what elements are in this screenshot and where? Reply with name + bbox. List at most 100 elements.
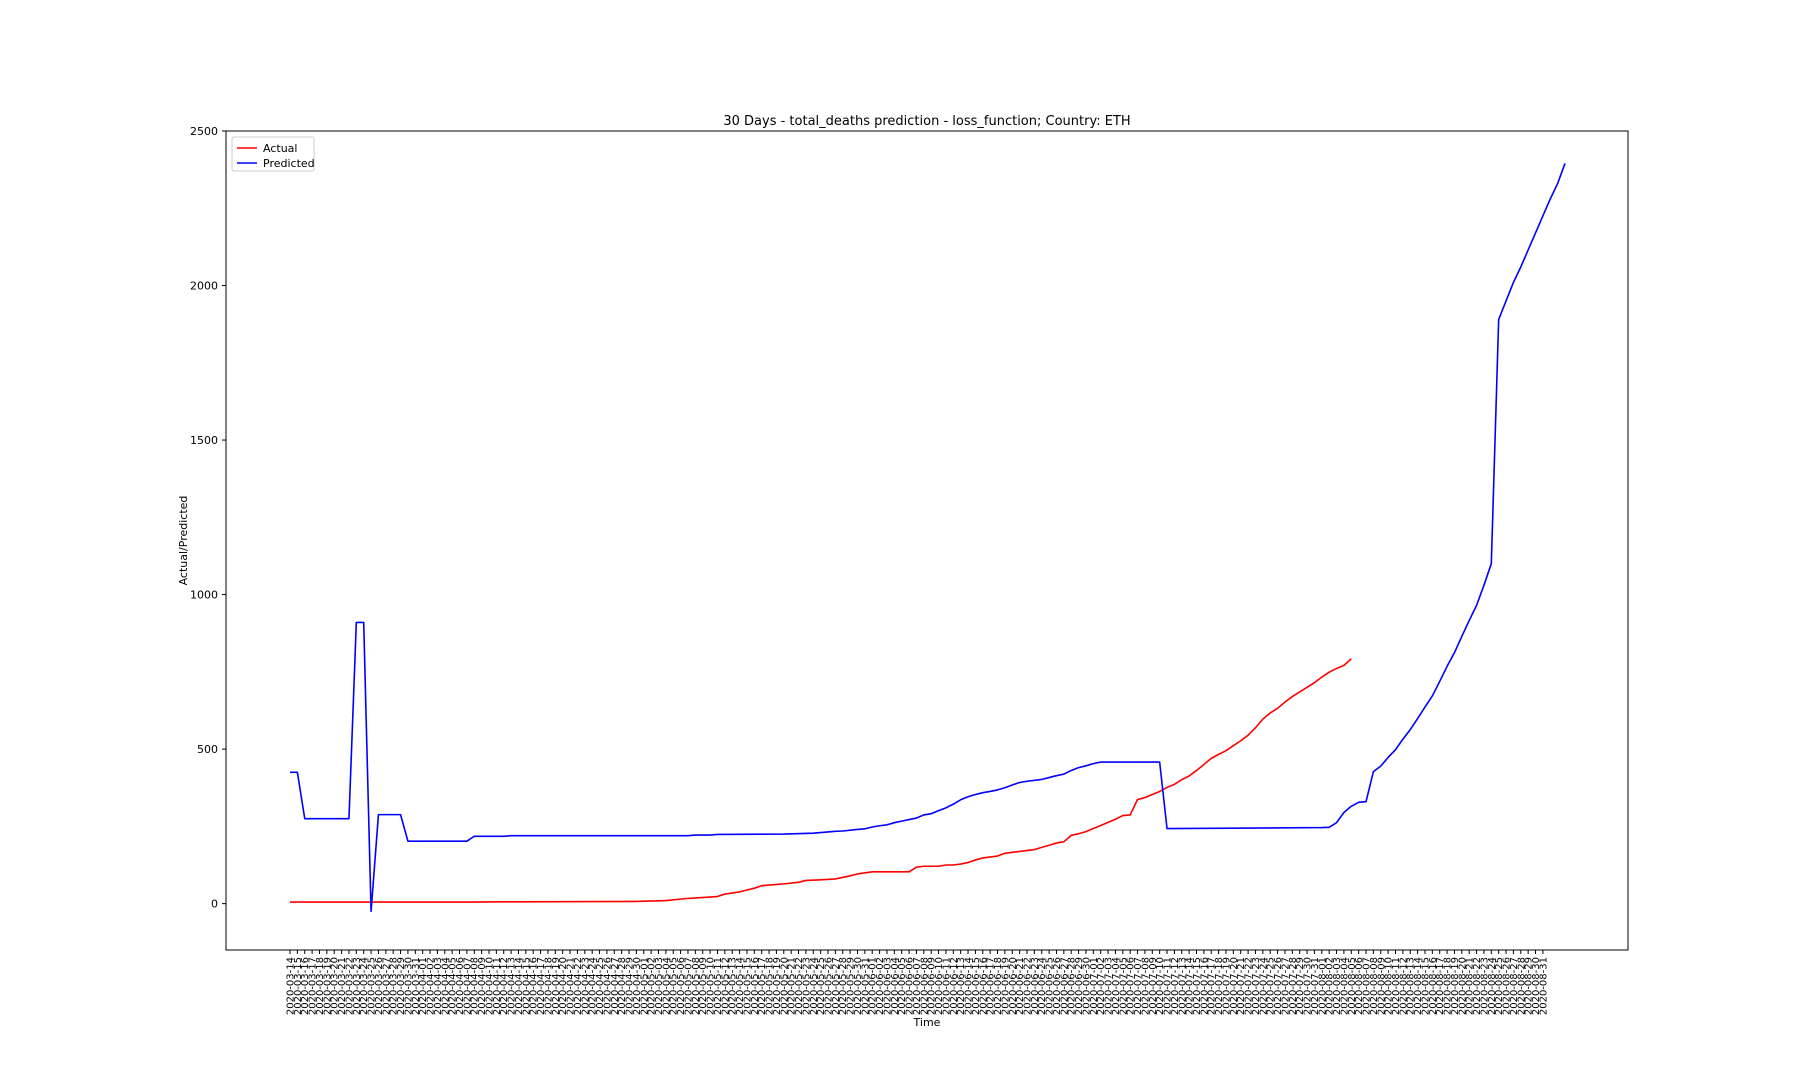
x-tick-label: 2020-06-24 — [1037, 957, 1048, 1015]
x-tick-label: 2020-06-15 — [971, 957, 982, 1015]
x-tick-label: 2020-06-09 — [927, 957, 938, 1015]
x-tick-label: 2020-06-25 — [1045, 957, 1056, 1015]
x-tick-label: 2020-07-18 — [1214, 957, 1225, 1015]
x-tick-label: 2020-05-27 — [831, 957, 842, 1015]
x-tick-label: 2020-04-24 — [588, 957, 599, 1015]
x-tick-label: 2020-07-31 — [1310, 957, 1321, 1015]
x-tick-label: 2020-08-13 — [1406, 957, 1417, 1015]
x-tick-label: 2020-06-04 — [890, 957, 901, 1015]
x-tick-label: 2020-06-27 — [1059, 957, 1070, 1015]
x-tick-label: 2020-06-03 — [882, 957, 893, 1015]
x-tick-label: 2020-08-17 — [1435, 957, 1446, 1015]
x-tick-label: 2020-06-20 — [1008, 957, 1019, 1015]
x-tick-label: 2020-06-08 — [919, 957, 930, 1015]
x-tick-label: 2020-04-03 — [433, 957, 444, 1015]
x-tick-label: 2020-05-07 — [683, 957, 694, 1015]
x-tick-label: 2020-03-31 — [411, 957, 422, 1015]
legend: Actual Predicted — [231, 136, 315, 172]
x-tick-label: 2020-05-31 — [860, 957, 871, 1015]
x-tick-label: 2020-05-19 — [772, 957, 783, 1015]
x-tick-label: 2020-04-26 — [602, 957, 613, 1015]
x-tick-label: 2020-04-13 — [507, 957, 518, 1015]
x-tick-label: 2020-08-05 — [1347, 957, 1358, 1015]
legend-entries: Actual Predicted — [237, 142, 315, 170]
x-tick-label: 2020-08-21 — [1465, 957, 1476, 1015]
x-tick-label: 2020-05-11 — [713, 957, 724, 1015]
x-tick-label: 2020-04-11 — [492, 957, 503, 1015]
x-tick-label: 2020-07-03 — [1104, 957, 1115, 1015]
x-tick-label: 2020-06-05 — [897, 957, 908, 1015]
x-tick-label: 2020-06-18 — [993, 957, 1004, 1015]
x-tick-label: 2020-06-30 — [1081, 957, 1092, 1015]
series-line-predicted — [290, 163, 1566, 913]
x-tick-label: 2020-04-19 — [551, 957, 562, 1015]
x-tick-label: 2020-07-19 — [1221, 957, 1232, 1015]
x-tick-label: 2020-04-12 — [499, 957, 510, 1015]
x-tick-label: 2020-03-20 — [330, 957, 341, 1015]
x-tick-label: 2020-06-12 — [949, 957, 960, 1015]
y-tick-label: 2000 — [190, 280, 218, 293]
x-tick-label: 2020-07-05 — [1118, 957, 1129, 1015]
x-tick-label: 2020-06-29 — [1074, 957, 1085, 1015]
x-tick-label: 2020-04-06 — [455, 957, 466, 1015]
x-tick-label: 2020-05-20 — [779, 957, 790, 1015]
x-tick-label: 2020-06-11 — [941, 957, 952, 1015]
x-tick-label: 2020-04-02 — [426, 957, 437, 1015]
y-tick-label: 0 — [211, 898, 218, 911]
x-tick-label: 2020-07-21 — [1236, 957, 1247, 1015]
x-tick-label: 2020-05-03 — [654, 957, 665, 1015]
x-tick-label: 2020-05-14 — [735, 957, 746, 1015]
legend-label-predicted: Predicted — [263, 157, 315, 170]
x-tick-label: 2020-04-05 — [448, 957, 459, 1015]
x-tick-label: 2020-05-28 — [838, 957, 849, 1015]
x-tick-label: 2020-04-08 — [470, 957, 481, 1015]
x-tick-label: 2020-07-02 — [1096, 957, 1107, 1015]
x-axis-ticks: 2020-03-142020-03-152020-03-162020-03-17… — [286, 950, 1549, 1015]
plot-frame — [225, 130, 1629, 951]
x-tick-label: 2020-07-04 — [1111, 957, 1122, 1015]
x-tick-label: 2020-06-28 — [1067, 957, 1078, 1015]
x-tick-label: 2020-05-29 — [846, 957, 857, 1015]
x-tick-label: 2020-06-17 — [986, 957, 997, 1015]
x-tick-label: 2020-06-16 — [978, 957, 989, 1015]
x-tick-label: 2020-07-14 — [1185, 957, 1196, 1015]
y-axis-ticks: 0 500 1000 1500 2000 2500 — [190, 125, 226, 911]
x-tick-label: 2020-08-24 — [1487, 957, 1498, 1015]
x-tick-label: 2020-05-15 — [742, 957, 753, 1015]
x-tick-label: 2020-08-06 — [1354, 957, 1365, 1015]
x-tick-label: 2020-04-21 — [566, 957, 577, 1015]
x-tick-label: 2020-05-13 — [728, 957, 739, 1015]
series-layer — [290, 163, 1566, 913]
x-tick-label: 2020-04-09 — [477, 957, 488, 1015]
x-tick-label: 2020-08-31 — [1538, 957, 1549, 1015]
x-tick-label: 2020-07-22 — [1244, 957, 1255, 1015]
x-tick-label: 2020-06-02 — [875, 957, 886, 1015]
x-tick-label: 2020-07-09 — [1148, 957, 1159, 1015]
x-tick-label: 2020-03-17 — [308, 957, 319, 1015]
x-tick-label: 2020-05-01 — [639, 957, 650, 1015]
x-tick-label: 2020-03-27 — [381, 957, 392, 1015]
x-tick-label: 2020-03-15 — [293, 957, 304, 1015]
x-tick-label: 2020-04-15 — [521, 957, 532, 1015]
x-tick-label: 2020-07-23 — [1251, 957, 1262, 1015]
x-tick-label: 2020-04-18 — [543, 957, 554, 1015]
x-tick-label: 2020-08-16 — [1428, 957, 1439, 1015]
x-tick-label: 2020-03-21 — [337, 957, 348, 1015]
x-tick-label: 2020-08-22 — [1472, 957, 1483, 1015]
x-tick-label: 2020-08-15 — [1420, 957, 1431, 1015]
x-tick-label: 2020-04-10 — [484, 957, 495, 1015]
series-line-actual — [290, 658, 1352, 903]
x-tick-label: 2020-07-24 — [1258, 957, 1269, 1015]
x-tick-label: 2020-07-08 — [1140, 957, 1151, 1015]
x-tick-label: 2020-08-26 — [1502, 957, 1513, 1015]
x-tick-label: 2020-03-22 — [344, 957, 355, 1015]
x-tick-label: 2020-04-28 — [617, 957, 628, 1015]
x-axis-label: Time — [913, 1016, 941, 1029]
x-tick-label: 2020-07-25 — [1266, 957, 1277, 1015]
x-tick-label: 2020-05-18 — [765, 957, 776, 1015]
x-tick-label: 2020-07-17 — [1207, 957, 1218, 1015]
x-tick-label: 2020-07-07 — [1133, 957, 1144, 1015]
x-tick-label: 2020-06-10 — [934, 957, 945, 1015]
